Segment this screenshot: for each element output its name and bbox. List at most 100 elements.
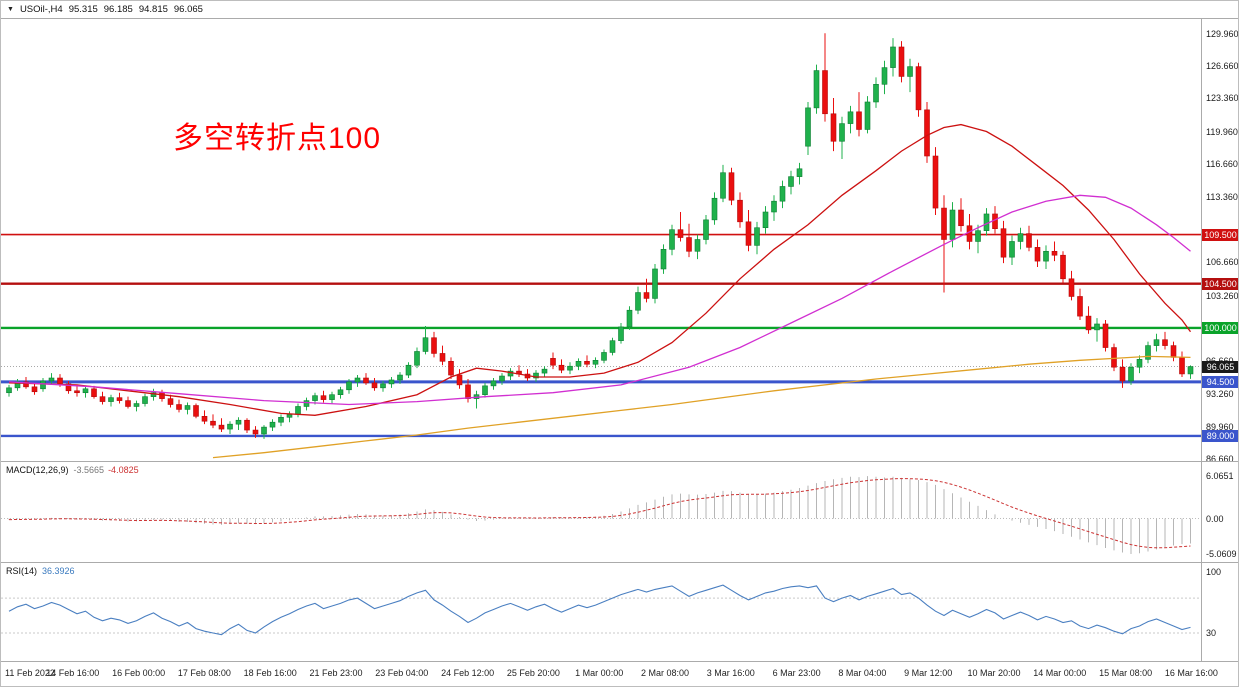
candle-body xyxy=(618,326,624,341)
candle-body xyxy=(278,416,284,423)
rsi-panel-canvas[interactable] xyxy=(1,563,1201,661)
time-axis-label: 17 Feb 08:00 xyxy=(177,668,231,678)
chart-annotation-text[interactable]: 多空转折点100 xyxy=(173,122,382,155)
candle xyxy=(82,386,89,398)
candle xyxy=(1136,355,1143,374)
candle xyxy=(643,278,650,303)
candle-body xyxy=(924,109,930,157)
candle xyxy=(1128,363,1134,385)
candle-body xyxy=(456,374,463,386)
candle xyxy=(975,224,981,254)
candle xyxy=(329,391,335,404)
candle xyxy=(1034,239,1041,268)
candle xyxy=(150,388,157,401)
main-chart-canvas[interactable] xyxy=(1,18,1201,461)
candle-body xyxy=(1102,323,1109,348)
high-value: 96.185 xyxy=(103,4,133,15)
candle-body xyxy=(1026,233,1032,248)
candle xyxy=(346,378,352,394)
collapse-panel-icon[interactable]: ▼ xyxy=(7,5,14,13)
candle-body xyxy=(184,405,191,410)
candle-body xyxy=(694,239,701,252)
macd-axis-label: -5.0609 xyxy=(1206,549,1237,559)
candle xyxy=(1017,227,1024,250)
candle-body xyxy=(1000,228,1007,258)
candle-body xyxy=(116,397,123,401)
candle-body xyxy=(541,368,548,374)
time-axis-label: 6 Mar 23:00 xyxy=(772,668,821,678)
candle xyxy=(771,195,777,221)
candle-body xyxy=(159,392,165,399)
macd-panel-canvas[interactable] xyxy=(1,462,1201,562)
candle-body xyxy=(915,66,922,111)
candle-body xyxy=(329,394,335,400)
candle xyxy=(550,352,556,370)
macd-signal-value: -4.0825 xyxy=(108,465,139,475)
candle-body xyxy=(201,416,208,422)
candle xyxy=(91,385,97,399)
candle-body xyxy=(686,237,692,252)
candle-body xyxy=(873,84,879,103)
candle-body xyxy=(320,395,327,400)
candle-body xyxy=(1060,254,1066,280)
rsi-name: RSI(14) xyxy=(6,566,38,576)
candle xyxy=(278,414,284,427)
time-axis[interactable]: 11 Feb 2022 14 Feb 16:00 16 Feb 00:00 17 Fe… xyxy=(1,662,1238,686)
candle-body xyxy=(354,377,361,383)
candle xyxy=(660,244,667,274)
candle xyxy=(218,418,225,433)
candle-body xyxy=(422,337,429,352)
candle-body xyxy=(371,382,378,389)
candle-body xyxy=(643,292,650,299)
candle-body xyxy=(108,397,114,402)
candle-body xyxy=(380,383,386,389)
current-price-badge: 96.065 xyxy=(1202,360,1238,373)
candle-body xyxy=(907,66,913,77)
candle xyxy=(856,92,862,137)
candle-body xyxy=(1145,345,1151,360)
candle xyxy=(694,234,701,260)
candle-body xyxy=(601,352,607,361)
candle xyxy=(125,396,131,409)
candle xyxy=(363,373,369,385)
candle-body xyxy=(337,389,344,395)
candle-body xyxy=(269,421,276,428)
price-tick-label: 93.260 xyxy=(1206,389,1234,400)
candle-body xyxy=(592,360,599,365)
candle xyxy=(584,355,590,368)
candle-body xyxy=(176,404,182,410)
candle-body xyxy=(6,387,12,394)
candle-body xyxy=(48,377,55,382)
candle xyxy=(1043,245,1049,269)
candle-body xyxy=(82,388,89,394)
price-badge-109.500: 109.500 xyxy=(1202,228,1238,241)
candle xyxy=(1170,341,1177,362)
macd-histogram xyxy=(8,476,1191,554)
candle-body xyxy=(252,429,259,435)
candle xyxy=(1026,225,1032,252)
time-axis-label: 14 Feb 16:00 xyxy=(46,668,100,678)
candle xyxy=(201,410,208,425)
candle-body xyxy=(856,111,862,130)
candle xyxy=(737,192,743,228)
candle xyxy=(371,377,378,391)
candle-body xyxy=(91,388,97,397)
candle-body xyxy=(703,219,709,240)
candle xyxy=(907,58,913,93)
candle-body xyxy=(864,101,871,130)
panel-divider xyxy=(1,562,1238,563)
price-axis[interactable]: 129.960 126.660 123.360 119.960 116.660 113.3… xyxy=(1201,1,1239,686)
candle-body xyxy=(958,209,964,227)
candle-body xyxy=(482,385,488,395)
candle-body xyxy=(796,168,803,177)
candle-body xyxy=(1034,247,1041,262)
candle-body xyxy=(839,123,845,142)
candle xyxy=(788,170,794,195)
price-tick-label: 126.660 xyxy=(1206,61,1239,72)
open-value: 95.315 xyxy=(68,4,98,15)
candle-body xyxy=(558,364,565,371)
candle-body xyxy=(1136,359,1143,368)
price-tick-label: 119.960 xyxy=(1206,126,1238,137)
candle-body xyxy=(363,377,369,384)
